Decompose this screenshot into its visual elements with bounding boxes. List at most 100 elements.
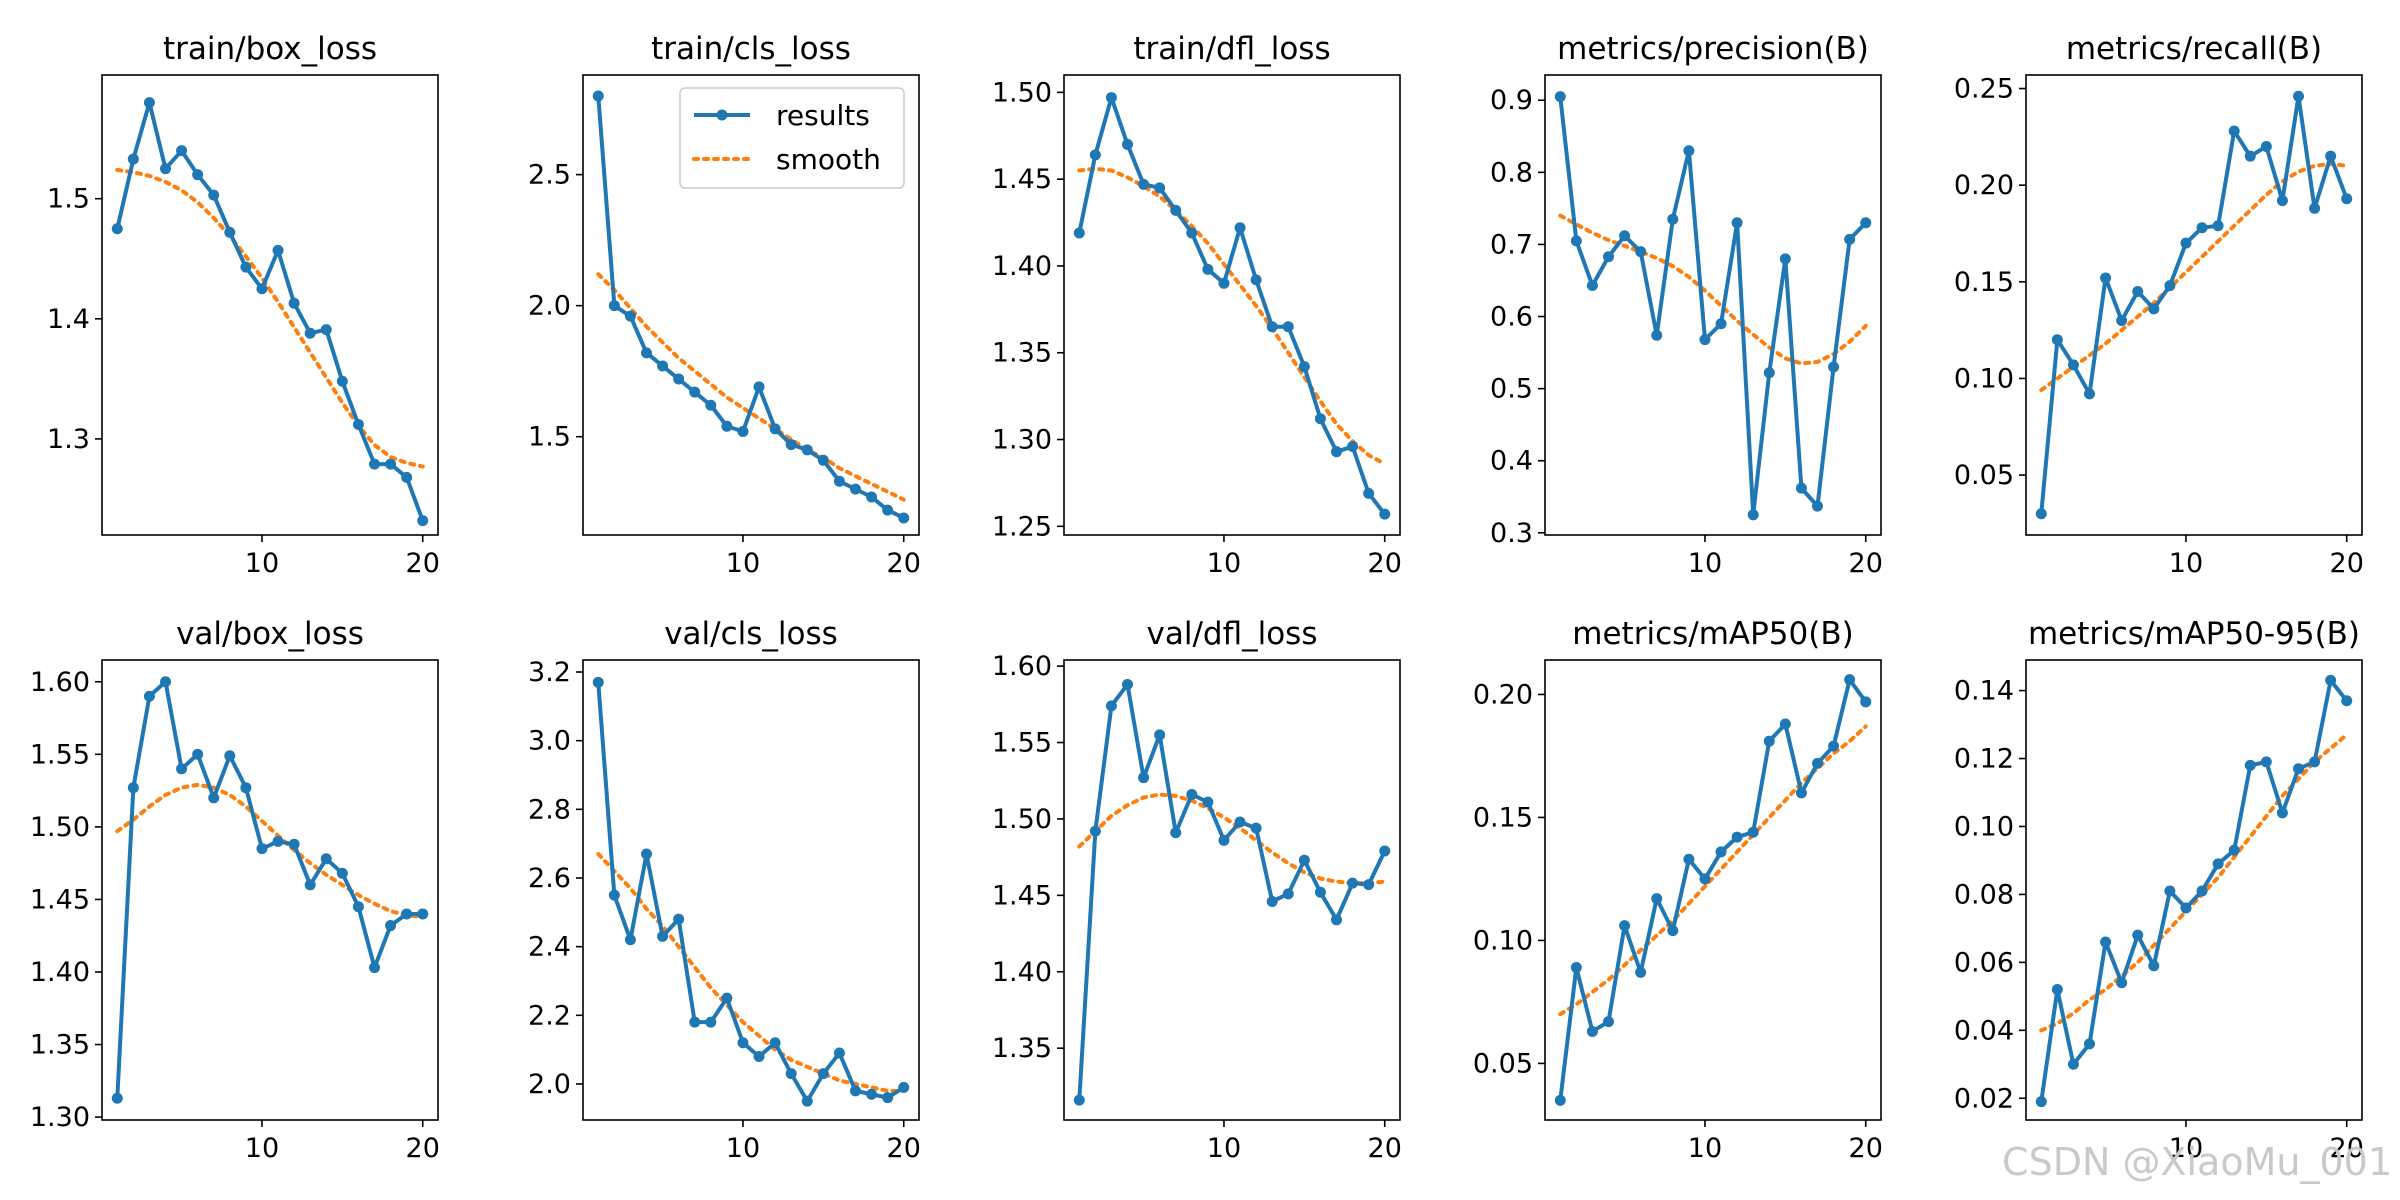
results-point [256, 843, 268, 855]
results-point [2212, 858, 2224, 870]
y-tick-label: 2.4 [528, 932, 571, 963]
results-point [2035, 1096, 2047, 1108]
results-point [240, 261, 252, 273]
results-point [2341, 193, 2353, 205]
results-point [705, 1016, 717, 1028]
results-point [143, 97, 155, 109]
results-point [1234, 222, 1246, 234]
results-point [1202, 263, 1214, 275]
results-point [2196, 885, 2208, 897]
y-tick-label: 0.7 [1490, 229, 1533, 260]
results-point [1170, 204, 1182, 216]
results-point [2132, 929, 2144, 941]
results-point [1619, 920, 1631, 932]
results-point [320, 324, 332, 336]
results-point [336, 375, 348, 387]
results-point [673, 373, 685, 385]
y-tick-label: 1.50 [30, 812, 90, 843]
results-point [2325, 150, 2337, 162]
chart-panel-3: train/dfl_loss 1.25 1.30 1.35 1.40 1.45 1.50 10… [992, 31, 1402, 579]
y-tick-label: 0.04 [1954, 1015, 2014, 1046]
y-tick-label: 0.9 [1490, 85, 1533, 116]
y-tick-label: 1.60 [30, 667, 90, 698]
results-point [1747, 509, 1759, 521]
y-tick-label: 2.2 [528, 1000, 571, 1031]
results-point [849, 1085, 861, 1097]
chart-panel-2: train/cls_loss 1.5 2.0 2.5 10 20 results smooth [528, 31, 921, 579]
results-line [1558, 677, 1868, 1101]
results-point [1363, 487, 1375, 499]
chart-panel-9: metrics/mAP50(B) 0.05 0.10 0.15 0.20 10 20 [1473, 616, 1883, 1164]
legend-results-marker [716, 109, 728, 121]
results-point [2051, 984, 2063, 996]
chart-title: val/dfl_loss [1147, 616, 1318, 652]
results-point [1330, 446, 1342, 458]
y-tick-label: 0.20 [1473, 679, 1533, 710]
results-point [2148, 303, 2160, 315]
results-line [1077, 95, 1387, 516]
results-point [2180, 237, 2192, 249]
results-point [208, 792, 220, 804]
results-point [385, 458, 397, 470]
x-tick-label: 20 [406, 1133, 440, 1164]
y-tick-label: 1.5 [47, 184, 90, 215]
results-point [1603, 251, 1615, 263]
results-point [849, 483, 861, 495]
results-point [2084, 388, 2096, 400]
y-tick-label: 0.10 [1954, 811, 2014, 842]
y-tick-label: 0.14 [1954, 676, 2014, 707]
plot-frame [2025, 74, 2363, 536]
chart-title: metrics/precision(B) [1557, 31, 1869, 67]
results-point [2100, 936, 2112, 948]
results-point [1844, 233, 1856, 245]
results-point [1570, 961, 1582, 973]
results-point [288, 297, 300, 309]
results-point [657, 930, 669, 942]
results-point [352, 419, 364, 431]
results-point [1282, 888, 1294, 900]
results-point [1122, 678, 1134, 690]
results-line [115, 679, 423, 1099]
results-point [1347, 440, 1359, 452]
results-point [1763, 367, 1775, 379]
results-line [2039, 94, 2349, 514]
results-point [657, 360, 669, 372]
results-point [1073, 227, 1085, 239]
y-tick-label: 0.05 [1473, 1048, 1533, 1079]
legend: results smooth [679, 87, 905, 189]
plot-frame [1063, 74, 1401, 536]
x-tick-label: 10 [1688, 1133, 1722, 1164]
results-point [1314, 413, 1326, 425]
results-point [785, 1068, 797, 1080]
results-point [801, 1095, 813, 1107]
y-tick-label: 2.0 [528, 291, 571, 322]
results-point [2116, 314, 2128, 326]
results-point [1763, 735, 1775, 747]
results-point [111, 223, 123, 235]
results-point [2212, 220, 2224, 232]
results-point [1218, 277, 1230, 289]
y-tick-label: 0.15 [1954, 267, 2014, 298]
results-point [176, 763, 188, 775]
smooth-line [2039, 161, 2349, 393]
results-point [208, 189, 220, 201]
results-point [1138, 772, 1150, 784]
y-tick-label: 0.5 [1490, 374, 1533, 405]
x-tick-label: 20 [1849, 1133, 1883, 1164]
watermark-text: CSDN @XiaoMu_001 [2002, 1140, 2392, 1184]
results-point [1138, 178, 1150, 190]
results-point [417, 908, 429, 920]
results-point [1202, 796, 1214, 808]
results-point [1122, 138, 1134, 150]
results-point [111, 1092, 123, 1104]
results-point [2067, 359, 2079, 371]
results-point [1860, 696, 1872, 708]
results-point [1170, 827, 1182, 839]
y-tick-label: 3.2 [528, 657, 571, 688]
plot-frame [2025, 659, 2363, 1121]
results-point [624, 934, 636, 946]
plot-frame [582, 659, 920, 1121]
results-point [705, 399, 717, 411]
results-point [769, 1037, 781, 1049]
y-tick-label: 2.5 [528, 160, 571, 191]
